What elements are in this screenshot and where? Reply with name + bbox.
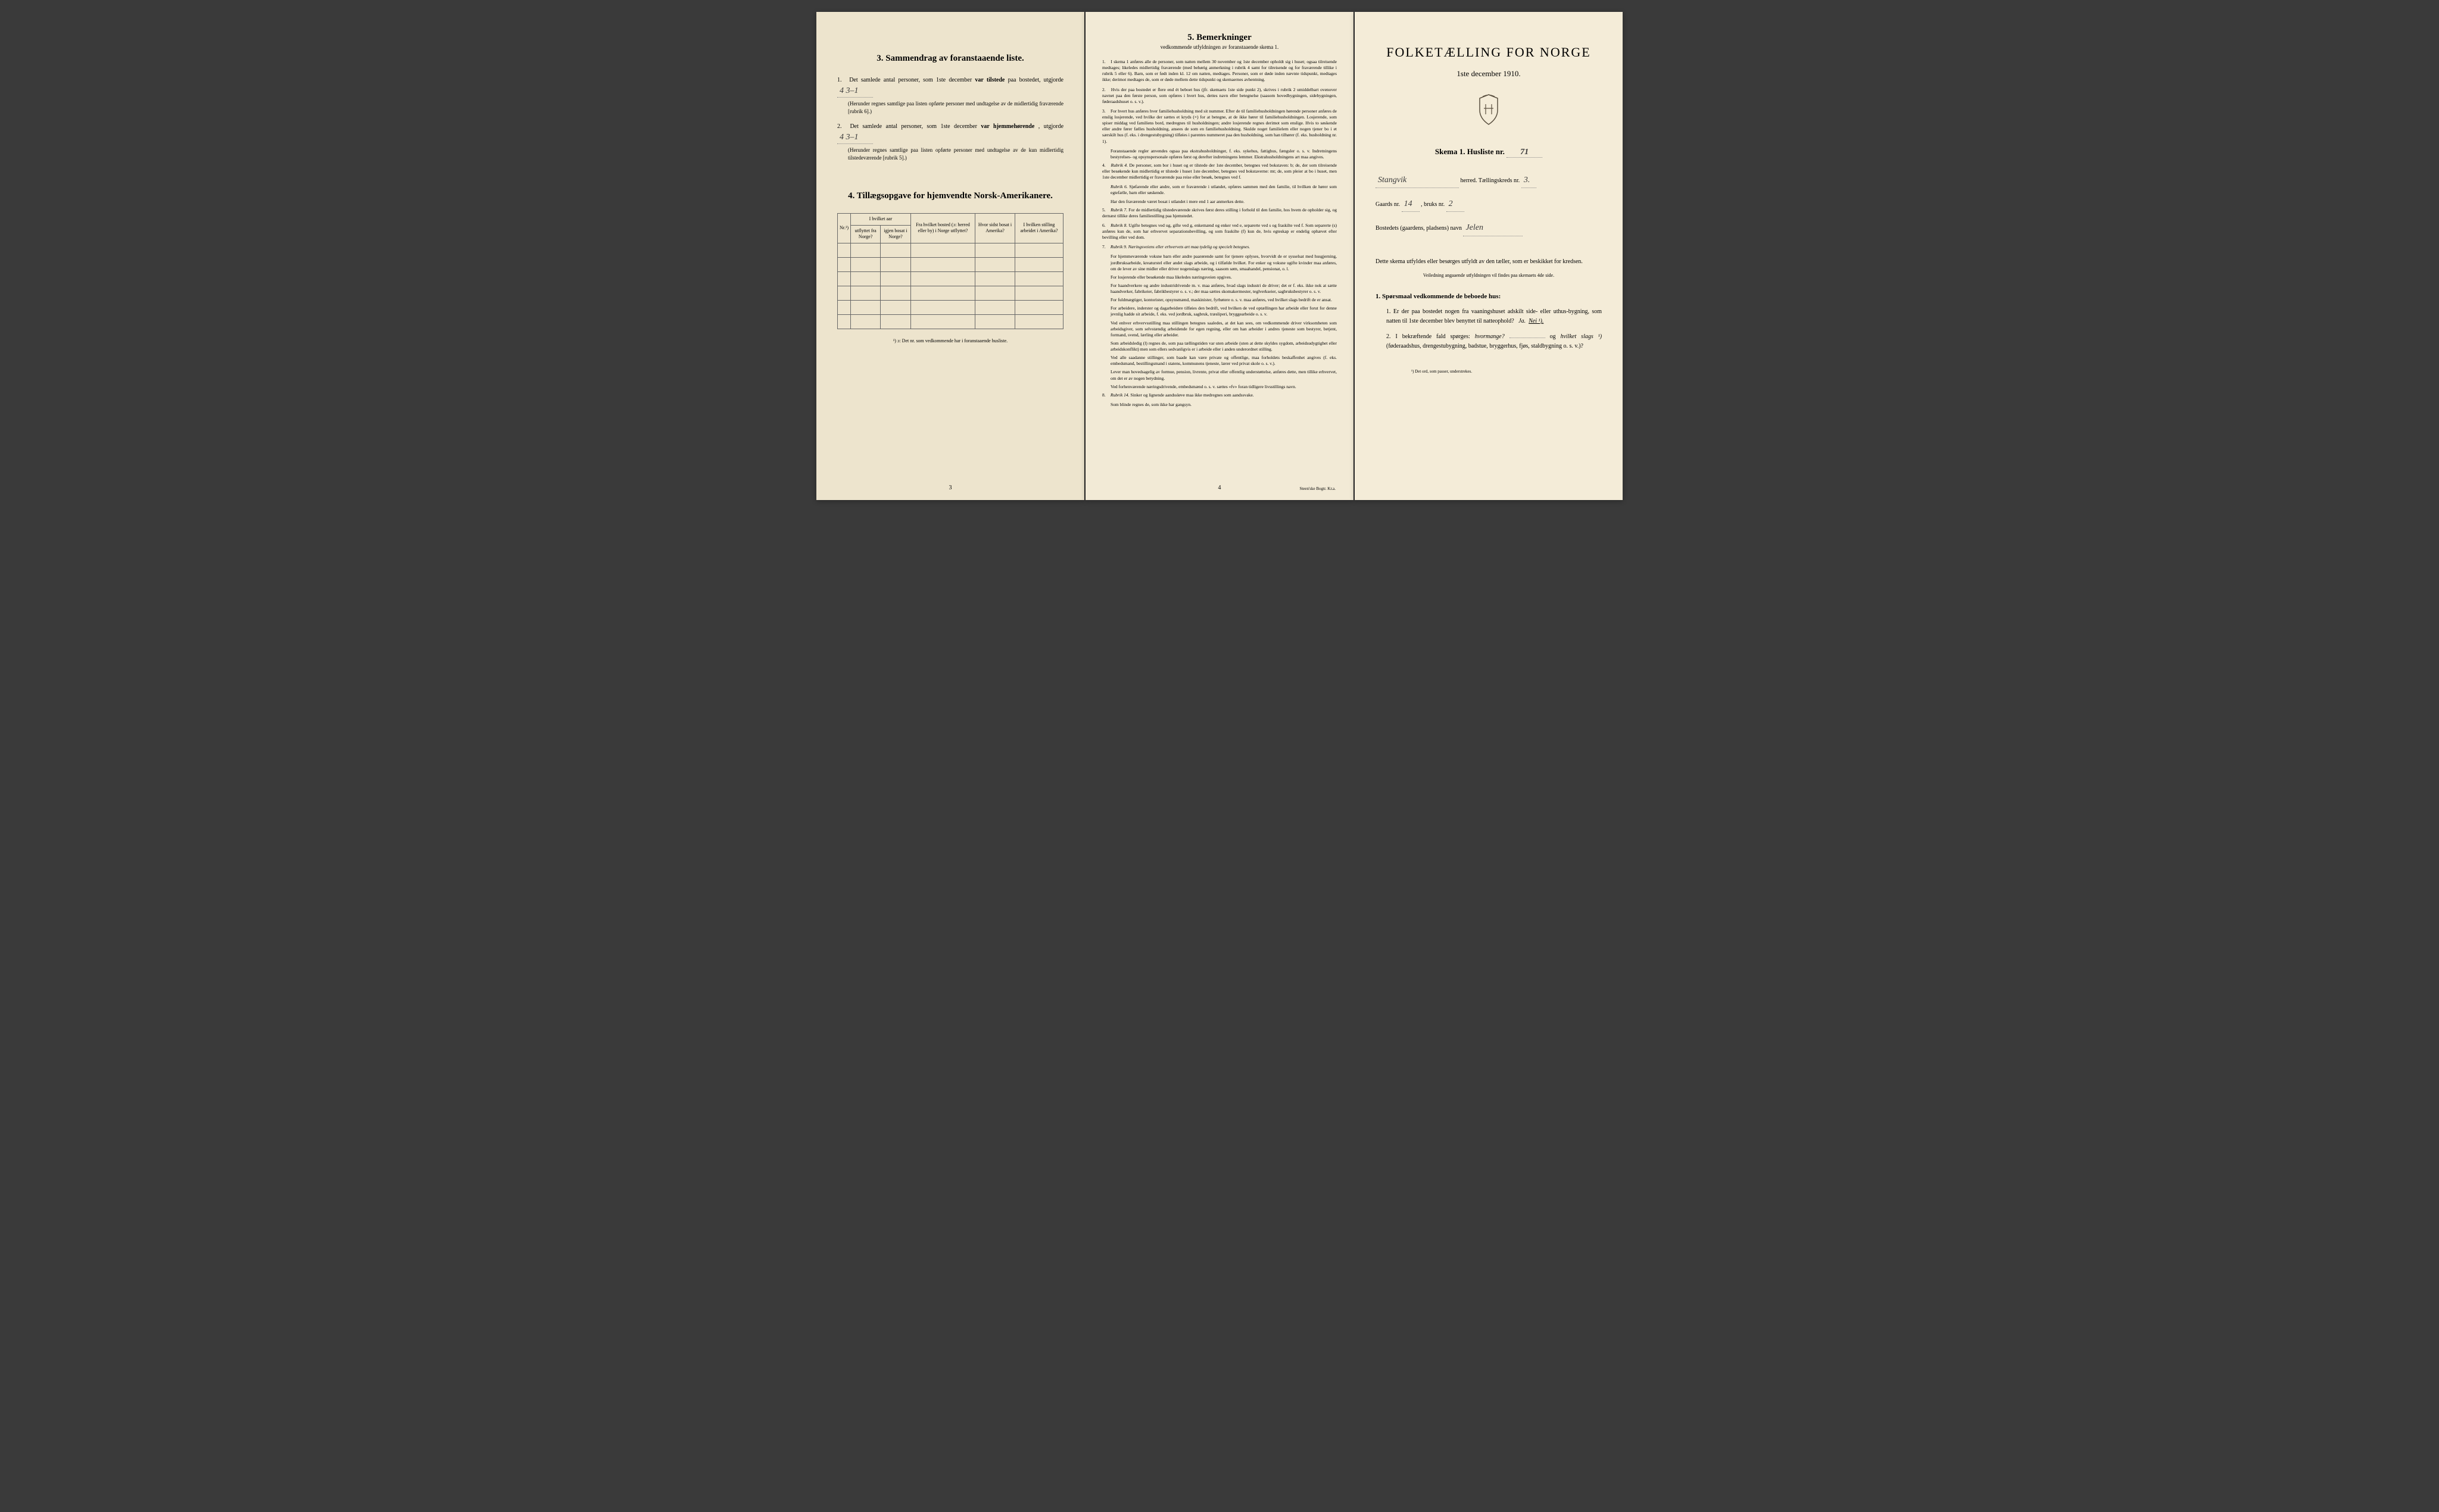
- bemerk-8: 8. Rubrik 14. Sinker og lignende aandssl…: [1102, 392, 1337, 398]
- question-2: 2. I bekræftende fald spørges: hvormange…: [1386, 332, 1602, 351]
- bosted-line: Bostedets (gaardens, pladsens) navn Jele…: [1376, 220, 1602, 236]
- questions-header: 1. Spørsmaal vedkommende de beboede hus:: [1376, 293, 1602, 300]
- page1-number: 3: [949, 485, 952, 491]
- crest-icon: [1376, 93, 1602, 132]
- section3-item2: 2. Det samlede antal personer, som 1ste …: [837, 122, 1063, 161]
- gaards-nr: 14: [1402, 196, 1420, 212]
- bemerk-5: 5. Rubrik 7. For de midlertidig tilstede…: [1102, 207, 1337, 219]
- bemerk-8-sub1: Som blinde regnes de, som ikke har gangs…: [1111, 402, 1337, 408]
- item1-handwritten: 4 3–1: [837, 85, 873, 98]
- section5-title: 5. Bemerkninger: [1102, 33, 1337, 43]
- item1-note: (Herunder regnes samtlige paa listen opf…: [848, 100, 1063, 115]
- table-container: Nr.¹) I hvilket aar Fra hvilket bosted (…: [837, 213, 1063, 329]
- table-body: [838, 243, 1063, 329]
- herred-name: Stangvik: [1376, 173, 1459, 188]
- bemerk-7-sub5: For arbeidere, inderster og dagarbeidere…: [1111, 305, 1337, 317]
- bemerk-7-sub10: Ved forhenværende næringsdrivende, embed…: [1111, 384, 1337, 390]
- bemerk-7-sub6: Ved enhver erhvervsstilling maa stilling…: [1111, 320, 1337, 338]
- question-1: 1. Er der paa bostedet nogen fra vaaning…: [1386, 307, 1602, 326]
- col2-header: utflyttet fra Norge?: [851, 225, 881, 243]
- table-row: [838, 243, 1063, 257]
- skema-line: Skema 1. Husliste nr. 71: [1376, 147, 1602, 158]
- item2-note: (Herunder regnes samtlige paa listen opf…: [848, 146, 1063, 161]
- bosted-navn: Jelen: [1463, 220, 1523, 236]
- description: Dette skema utfyldes eller besørges utfy…: [1376, 257, 1602, 267]
- section4-footnote: ¹) ɔ: Det nr. som vedkommende har i fora…: [837, 338, 1063, 343]
- col6-header: I hvilken stilling arbeidet i Amerika?: [1015, 214, 1063, 243]
- table-row: [838, 271, 1063, 286]
- page-1: 3. Sammendrag av foranstaaende liste. 1.…: [816, 12, 1084, 500]
- bemerk-7: 7. Rubrik 9. Næringsveiens eller erhverv…: [1102, 244, 1337, 250]
- bemerk-7-sub9: Lever man hovedsagelig av formue, pensio…: [1111, 369, 1337, 381]
- bemerk-7-sub2: For losjerende eller besøkende maa likel…: [1111, 274, 1337, 280]
- document-container: 3. Sammendrag av foranstaaende liste. 1.…: [816, 12, 1623, 500]
- section3-item1: 1. Det samlede antal personer, som 1ste …: [837, 76, 1063, 115]
- table-row: [838, 314, 1063, 329]
- bemerk-7-sub1: For hjemmeværende voksne barn eller andr…: [1111, 254, 1337, 271]
- table-row: [838, 257, 1063, 271]
- date-line: 1ste december 1910.: [1376, 69, 1602, 79]
- col5-header: Hvor sidst bosat i Amerika?: [975, 214, 1015, 243]
- gaard-line: Gaards nr. 14 , bruks nr. 2: [1376, 196, 1602, 212]
- main-title: FOLKETÆLLING FOR NORGE: [1376, 45, 1602, 60]
- bemerk-4-sub2: Har den fraværende været bosat i utlande…: [1111, 199, 1337, 205]
- section3-title: 3. Sammendrag av foranstaaende liste.: [837, 54, 1063, 64]
- amerikanere-table: Nr.¹) I hvilket aar Fra hvilket bosted (…: [837, 213, 1063, 329]
- bemerk-3-sub1: Foranstaaende regler anvendes ogsaa paa …: [1111, 148, 1337, 160]
- bemerk-3: 3. For hvert hus anføres hver familiehus…: [1102, 108, 1337, 145]
- bemerk-4: 4. Rubrik 4. De personer, som bor i huse…: [1102, 163, 1337, 180]
- item2-handwritten: 4 3–1: [837, 131, 873, 144]
- bemerk-7-sub7: Som arbeidsledig (l) regnes de, som paa …: [1111, 340, 1337, 352]
- bruks-nr: 2: [1446, 196, 1464, 212]
- col3-header: igjen bosat i Norge?: [881, 225, 911, 243]
- section4-title: 4. Tillægsopgave for hjemvendte Norsk-Am…: [837, 191, 1063, 201]
- table-row: [838, 300, 1063, 314]
- bemerk-2: 2. Hvis der paa bostedet er flere end ét…: [1102, 87, 1337, 105]
- page-2: 5. Bemerkninger vedkommende utfyldningen…: [1086, 12, 1353, 500]
- husliste-nr: 71: [1507, 148, 1542, 158]
- herred-line: Stangvik herred. Tællingskreds nr. 3.: [1376, 173, 1602, 188]
- printer-mark: Steen'ske Bogtr. Kr.a.: [1299, 486, 1336, 491]
- table-row: [838, 286, 1063, 300]
- page-3: FOLKETÆLLING FOR NORGE 1ste december 191…: [1355, 12, 1623, 500]
- bemerk-7-sub3: For haandverkere og andre industridriven…: [1111, 283, 1337, 295]
- col1-header: Nr.¹): [838, 214, 851, 243]
- page3-footnote: ¹) Det ord, som passer, understrekes.: [1411, 369, 1602, 374]
- bemerk-4-subr: Rubrik 6. Sjøfarende eller andre, som er…: [1111, 184, 1337, 196]
- kreds-nr: 3.: [1521, 173, 1536, 188]
- bemerk-6: 6. Rubrik 8. Ugifte betegnes ved ug, gif…: [1102, 223, 1337, 240]
- page2-number: 4: [1218, 485, 1221, 491]
- col-group-header: I hvilket aar: [851, 214, 911, 225]
- section5-subtitle: vedkommende utfyldningen av foranstaaend…: [1102, 44, 1337, 50]
- nei-answer: Nei ¹).: [1529, 318, 1543, 324]
- bemerk-7-sub8: Ved alle saadanne stillinger, som baade …: [1111, 355, 1337, 367]
- col4-header: Fra hvilket bosted (ɔ: herred eller by) …: [910, 214, 975, 243]
- bemerk-1: 1. I skema 1 anføres alle de personer, s…: [1102, 59, 1337, 83]
- veiledning-note: Veiledning angaaende utfyldningen vil fi…: [1376, 273, 1602, 278]
- bemerk-7-sub4: For fuldmægtiger, kontorister, opsynsmæn…: [1111, 297, 1337, 303]
